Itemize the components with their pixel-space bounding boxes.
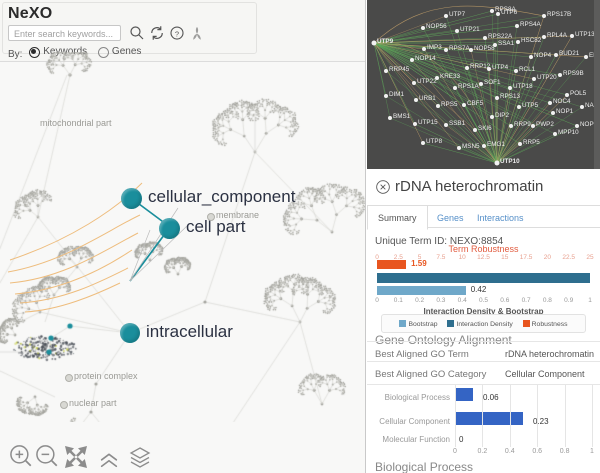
svg-text:?: ? [175,29,179,38]
